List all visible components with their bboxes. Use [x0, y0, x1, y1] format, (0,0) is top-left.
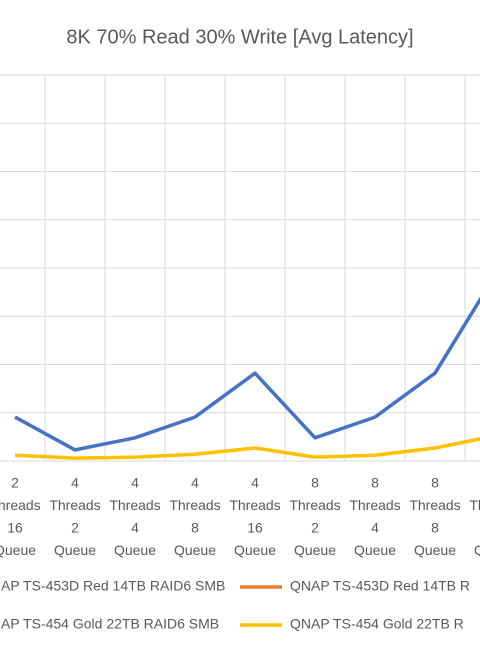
x-tick-label: Threads: [49, 497, 100, 513]
x-tick-label: 2: [11, 475, 19, 491]
x-tick-label: 16: [247, 520, 263, 536]
x-tick-label: Threads: [289, 497, 340, 513]
x-tick-label: 4: [131, 475, 139, 491]
x-tick-label: 8: [431, 520, 439, 536]
series-line: [14, 437, 480, 460]
x-tick-label: 8: [371, 475, 379, 491]
x-tick-label: Queue: [54, 542, 96, 558]
x-tick-label: Threads: [349, 497, 400, 513]
x-tick-label: 16: [7, 520, 23, 536]
x-tick-label: Queue: [114, 542, 156, 558]
x-tick-label: Threads: [0, 497, 41, 513]
x-tick-label: Threads: [469, 497, 480, 513]
chart-title: 8K 70% Read 30% Write [Avg Latency]: [66, 26, 413, 48]
x-tick-label: Queue: [174, 542, 216, 558]
x-tick-label: 2: [311, 520, 319, 536]
x-tick-label: Threads: [109, 497, 160, 513]
x-tick-label: Queue: [414, 542, 456, 558]
x-tick-label: 8: [431, 475, 439, 491]
x-tick-label: Queue: [474, 542, 480, 558]
x-tick-label: 8: [311, 475, 319, 491]
series-line: [14, 296, 480, 452]
legend-label: QNAP TS-454 Gold 22TB RAID6 SMB: [0, 616, 219, 632]
legend-label: QNAP TS-453D Red 14TB R: [290, 578, 470, 594]
x-tick-label: Threads: [409, 497, 460, 513]
x-tick-label: 4: [251, 475, 259, 491]
x-tick-label: Queue: [234, 542, 276, 558]
x-tick-label: Queue: [294, 542, 336, 558]
x-tick-label: 4: [131, 520, 139, 536]
x-tick-label: Threads: [229, 497, 280, 513]
x-tick-label: 4: [191, 475, 199, 491]
x-tick-label: 8: [191, 520, 199, 536]
x-tick-label: Queue: [0, 542, 36, 558]
x-tick-label: 4: [71, 475, 79, 491]
legend-label: QNAP TS-454 Gold 22TB R: [290, 616, 464, 632]
x-tick-label: 4: [371, 520, 379, 536]
legend-label: QNAP TS-453D Red 14TB RAID6 SMB: [0, 578, 225, 594]
x-tick-label: Threads: [169, 497, 220, 513]
x-tick-label: Queue: [354, 542, 396, 558]
x-tick-label: 2: [71, 520, 79, 536]
